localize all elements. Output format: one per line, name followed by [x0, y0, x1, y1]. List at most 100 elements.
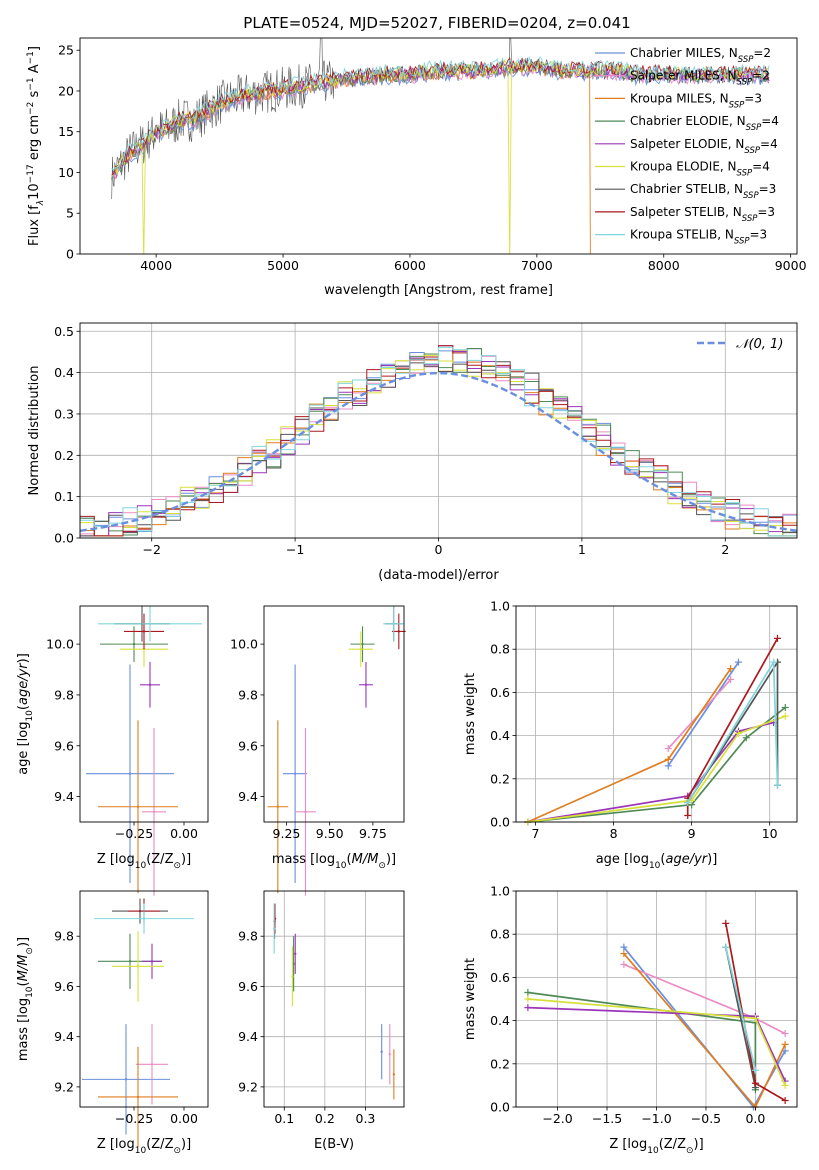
x-tick-label: 2	[721, 542, 729, 557]
series-point	[781, 704, 789, 712]
point-marker	[148, 622, 152, 625]
spectrum-model-kroupa-miles	[111, 61, 591, 254]
series-kroupa-stelib	[722, 943, 759, 1074]
point-marker	[128, 960, 132, 963]
series-kroupa-miles	[524, 665, 735, 826]
series-point	[664, 745, 672, 753]
series-point	[722, 919, 730, 927]
series-line	[667, 661, 740, 767]
point-marker	[132, 642, 136, 646]
series-point	[770, 658, 778, 666]
errorbar-salpeter-elodie	[142, 943, 162, 979]
point-marker	[388, 1053, 391, 1056]
errorbar-kroupa-stelib	[272, 903, 276, 954]
y-tick-label: 0.2	[490, 1056, 510, 1071]
errorbar-salpeter-miles	[388, 1024, 391, 1085]
series-salpeter-miles	[620, 960, 789, 1038]
y-tick-label: 25	[58, 43, 74, 58]
y-tick-label: 9.6	[238, 738, 258, 753]
axes-age_vs_Z: −0.25 0.00 9.4 9.6 9.8 10.0 Z [log10(Z/Z⊙)] age…	[16, 605, 209, 871]
plot-frame	[79, 890, 209, 1108]
y-tick-label: 9.4	[54, 789, 74, 804]
y-tick-label: 9.8	[238, 687, 258, 702]
series-point	[751, 1079, 759, 1087]
series-point	[664, 762, 672, 770]
y-axis-label: Flux [fλ10−17 erg cm−2 s−1 A−1]	[26, 46, 46, 246]
x-tick-label: 10	[762, 826, 778, 841]
point-marker	[272, 927, 276, 930]
axes-mass_vs_Z: −0.25 0.00 9.2 9.4 9.6 9.8 Z [log10(Z/Z⊙)] mass…	[16, 890, 209, 1156]
y-tick-label: 9.8	[54, 929, 74, 944]
y-tick-label: 0.2	[490, 771, 510, 786]
x-tick-label: 0.00	[170, 826, 198, 841]
x-tick-label: 0.3	[356, 1111, 376, 1126]
series-salpeter-stelib	[722, 919, 789, 1105]
errorbar-kroupa-stelib	[98, 606, 202, 642]
y-tick-label: 9.4	[238, 789, 258, 804]
x-tick-label: 7000	[521, 258, 553, 273]
series-point	[620, 950, 628, 958]
series-point	[684, 799, 692, 807]
errorbar-kroupa-elodie	[348, 631, 373, 667]
errorbar-salpeter-elodie	[359, 661, 373, 708]
series-line	[623, 963, 786, 1035]
point-marker	[142, 917, 146, 920]
x-tick-label: −1	[286, 542, 304, 557]
errorbar-chabrier-miles	[86, 664, 174, 883]
legend-entry-salpeter-miles: Salpeter MILES, NSSP=2	[630, 69, 770, 88]
errorbar-salpeter-stelib	[124, 613, 164, 650]
axes-age_vs_mass: 9.25 9.50 9.75 9.4 9.6 9.8 10.0 mass [log10(M/M…	[230, 605, 405, 871]
point-marker	[136, 965, 140, 968]
y-tick-label: 9.4	[238, 1029, 258, 1044]
x-axis-label: Z [log10(Z/Z⊙)]	[609, 1137, 703, 1156]
series-point	[727, 665, 735, 673]
errorbar-salpeter-elodie	[140, 661, 160, 708]
legend-entry-salpeter-stelib: Salpeter STELIB, NSSP=3	[630, 205, 775, 224]
axes-mass_vs_ebv: 0.1 0.2 0.3 9.2 9.4 9.6 9.8 E(B-V)	[238, 890, 405, 1152]
y-tick-label: 15	[58, 124, 74, 139]
y-tick-label: 0.0	[490, 815, 510, 830]
x-tick-label: 5000	[267, 258, 299, 273]
errorbar-kroupa-elodie	[112, 931, 164, 1002]
x-tick-label: −1.5	[592, 1111, 622, 1126]
y-tick-label: 9.4	[54, 1029, 74, 1044]
x-tick-label: −0.25	[115, 1111, 153, 1126]
series-point	[751, 1014, 759, 1022]
axes-residuals: −2 −1 0 1 2 0.0 0.1 0.2 0.3 0.4 0.5 (data-model)/er…	[27, 322, 798, 583]
y-tick-label: 9.6	[238, 979, 258, 994]
y-tick-label: 1.0	[490, 884, 510, 899]
x-tick-label: −1.0	[641, 1111, 671, 1126]
point-marker	[150, 1063, 154, 1066]
errorbar-kroupa-miles	[267, 720, 289, 894]
point-marker	[136, 1095, 140, 1099]
series-point	[722, 943, 730, 951]
series-kroupa-stelib	[684, 658, 781, 807]
series-line	[527, 715, 786, 823]
legend-entry-kroupa-elodie: Kroupa ELODIE, NSSP=4	[630, 160, 770, 179]
axes-weight_vs_Z: −2.0 −1.5 −1.0 −0.5 0.0 0.0 0.2 0.4 0.6 0.8 1.0 mas…	[463, 884, 798, 1156]
errorbar-chabrier-elodie	[292, 936, 295, 992]
y-tick-label: 0.3	[54, 406, 74, 421]
series-point	[620, 943, 628, 951]
x-axis-label: age [log10(age/yr)]	[596, 852, 718, 871]
point-marker	[397, 630, 401, 633]
y-tick-label: 0.4	[490, 1013, 510, 1028]
errorbar-chabrier-miles	[82, 1024, 170, 1135]
x-tick-label: 8	[610, 826, 618, 841]
x-tick-label: 9.25	[273, 826, 301, 841]
plot-frame	[515, 605, 798, 823]
errorbar-kroupa-stelib	[94, 903, 194, 934]
legend-entry-chabrier-elodie: Chabrier ELODIE, NSSP=4	[630, 114, 779, 133]
y-axis-label: mass weight	[463, 673, 478, 755]
point-marker	[294, 952, 297, 955]
grid-weight_vs_age	[516, 605, 797, 823]
x-axis-label: E(B-V)	[314, 1137, 354, 1152]
spectrum-model-kroupa-elodie	[111, 59, 770, 254]
errorbar-kroupa-miles	[98, 720, 178, 894]
errorbars-mass_vs_Z	[82, 898, 194, 1148]
point-marker	[292, 962, 295, 966]
legend-entry-kroupa-stelib: Kroupa STELIB, NSSP=3	[630, 228, 767, 247]
legend-entry-chabrier-stelib: Chabrier STELIB, NSSP=3	[630, 182, 776, 201]
y-tick-label: 0.6	[490, 970, 510, 985]
errorbar-chabrier-elodie	[350, 626, 375, 662]
